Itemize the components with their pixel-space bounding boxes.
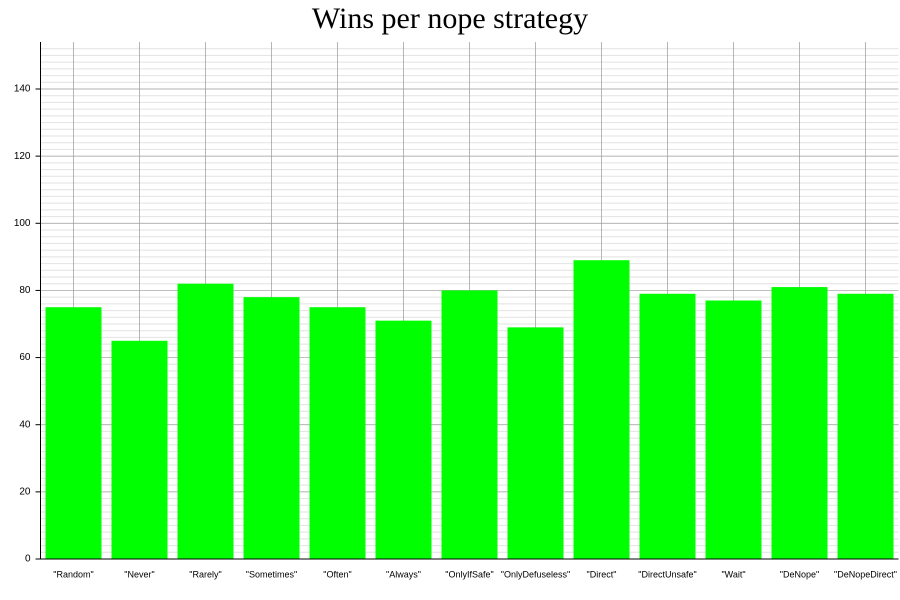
x-tick-label: "DeNopeDirect" (834, 569, 897, 579)
bar (507, 327, 564, 559)
bar (705, 300, 762, 559)
y-tick-label: 120 (14, 151, 31, 162)
x-tick-label: "DeNope" (780, 569, 819, 579)
y-tick-label: 60 (19, 352, 31, 363)
y-tick-label: 0 (25, 554, 31, 565)
x-tick-label: "Never" (124, 569, 154, 579)
bar (441, 290, 498, 559)
bar (111, 340, 168, 559)
y-tick-label: 20 (19, 486, 31, 497)
bar (45, 307, 102, 559)
x-tick-label: "Direct" (587, 569, 617, 579)
bar (771, 287, 828, 559)
bar (573, 260, 630, 559)
y-tick-label: 80 (19, 285, 31, 296)
x-tick-label: "OnlyIfSafe" (445, 569, 493, 579)
bar (177, 283, 234, 559)
bar (243, 297, 300, 559)
bar (375, 320, 432, 559)
x-tick-label: "Sometimes" (246, 569, 297, 579)
chart-title: Wins per nope strategy (312, 2, 588, 35)
bar (837, 293, 894, 559)
x-tick-label: "Random" (53, 569, 93, 579)
x-tick-label: "Often" (323, 569, 351, 579)
y-tick-label: 40 (19, 419, 31, 430)
bar (639, 293, 696, 559)
x-tick-label: "DirectUnsafe" (638, 569, 696, 579)
bar (309, 307, 366, 559)
x-tick-label: "OnlyDefuseless" (501, 569, 570, 579)
x-tick-label: "Rarely" (189, 569, 221, 579)
y-tick-label: 140 (14, 84, 31, 95)
y-tick-label: 100 (14, 218, 31, 229)
x-tick-label: "Wait" (721, 569, 745, 579)
x-tick-label: "Always" (386, 569, 421, 579)
